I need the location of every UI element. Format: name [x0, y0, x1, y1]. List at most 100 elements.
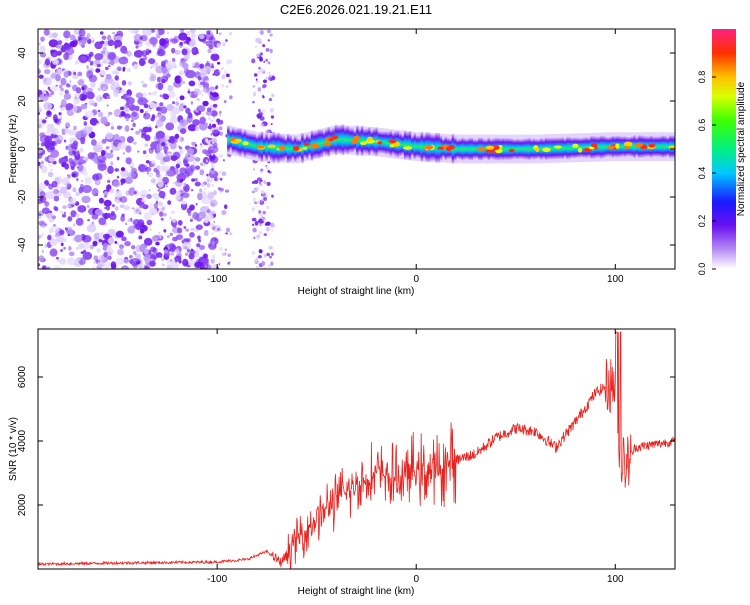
noise-speckle	[270, 228, 274, 232]
noise-speckle	[266, 205, 270, 210]
noise-speckle	[128, 254, 133, 259]
noise-speckle	[120, 167, 126, 172]
noise-speckle	[107, 177, 111, 181]
signal-band-column	[265, 133, 268, 161]
noise-speckle	[84, 110, 94, 119]
noise-speckle	[118, 114, 123, 118]
signal-band-column	[384, 131, 388, 155]
noise-speckle	[159, 165, 167, 172]
y-tick-label: 0	[17, 146, 28, 152]
signal-band-column	[506, 138, 510, 160]
noise-speckle	[218, 246, 224, 251]
noise-speckle	[130, 166, 133, 169]
signal-band-column	[248, 132, 252, 157]
signal-band-column	[418, 135, 421, 159]
noise-speckle	[174, 133, 180, 139]
noise-speckle	[216, 42, 221, 48]
noise-speckle	[77, 163, 84, 172]
noise-speckle	[125, 145, 132, 153]
colorbar-tick-label: 0.4	[697, 167, 707, 180]
noise-speckle	[265, 77, 268, 80]
signal-hotspot	[624, 145, 630, 150]
noise-speckle	[60, 87, 65, 92]
noise-speckle	[157, 189, 161, 192]
noise-speckle	[168, 90, 176, 99]
noise-speckle	[80, 251, 84, 254]
noise-speckle	[38, 213, 42, 216]
noise-speckle	[194, 157, 201, 162]
signal-band-column	[525, 138, 529, 160]
noise-speckle	[254, 45, 258, 49]
noise-speckle	[181, 200, 187, 205]
noise-speckle	[135, 130, 141, 135]
noise-speckle	[160, 60, 166, 67]
noise-speckle	[50, 168, 53, 172]
noise-speckle	[214, 147, 218, 152]
noise-speckle	[163, 146, 169, 151]
noise-speckle	[251, 190, 255, 194]
signal-hotspot	[588, 146, 595, 150]
noise-speckle	[189, 218, 193, 222]
noise-speckle	[100, 50, 106, 55]
noise-speckle	[102, 46, 107, 51]
noise-speckle	[50, 85, 59, 93]
noise-speckle	[211, 231, 215, 235]
noise-speckle	[194, 125, 200, 132]
noise-speckle	[131, 207, 135, 210]
noise-speckle	[228, 31, 233, 36]
signal-band-column	[485, 139, 488, 159]
noise-speckle	[143, 237, 153, 246]
noise-speckle	[263, 60, 266, 63]
noise-speckle	[78, 187, 84, 194]
noise-speckle	[51, 215, 57, 220]
noise-speckle	[145, 48, 150, 52]
noise-speckle	[202, 113, 205, 116]
noise-speckle	[155, 82, 164, 90]
noise-speckle	[143, 212, 152, 221]
noise-speckle	[68, 251, 75, 257]
noise-speckle	[172, 219, 177, 223]
signal-band-column	[630, 136, 634, 157]
noise-speckle	[105, 146, 110, 150]
noise-speckle	[120, 169, 129, 178]
noise-speckle	[263, 233, 267, 236]
noise-speckle	[100, 40, 105, 45]
noise-speckle	[175, 163, 180, 169]
noise-speckle	[251, 58, 256, 64]
signal-band-column	[575, 137, 579, 158]
noise-speckle	[64, 163, 70, 170]
noise-speckle	[97, 155, 107, 163]
noise-speckle	[159, 211, 164, 217]
noise-speckle	[212, 142, 218, 148]
signal-band-column	[399, 132, 402, 157]
noise-speckle	[205, 110, 213, 116]
noise-speckle	[81, 84, 88, 91]
noise-speckle	[74, 146, 78, 151]
noise-speckle	[190, 101, 194, 105]
noise-speckle	[72, 74, 79, 80]
noise-speckle	[114, 75, 119, 81]
noise-speckle	[96, 122, 99, 126]
noise-speckle	[119, 204, 125, 209]
signal-band-column	[401, 134, 405, 155]
y-tick-label: 20	[17, 95, 28, 107]
noise-speckle	[154, 196, 160, 202]
noise-speckle	[255, 78, 258, 81]
noise-speckle	[149, 102, 156, 109]
noise-speckle	[210, 152, 214, 156]
noise-speckle	[177, 220, 183, 226]
noise-speckle	[269, 107, 274, 113]
noise-speckle	[135, 45, 139, 49]
y-tick-label: 2000	[17, 493, 28, 516]
noise-speckle	[91, 221, 94, 224]
noise-speckle	[130, 119, 134, 123]
noise-speckle	[206, 79, 209, 84]
noise-speckle	[186, 154, 196, 162]
noise-speckle	[89, 244, 94, 250]
noise-speckle	[127, 218, 131, 223]
noise-speckle	[102, 87, 105, 91]
noise-speckle	[115, 206, 119, 211]
noise-speckle	[115, 193, 119, 197]
noise-speckle	[213, 245, 217, 249]
noise-speckle	[139, 36, 143, 40]
